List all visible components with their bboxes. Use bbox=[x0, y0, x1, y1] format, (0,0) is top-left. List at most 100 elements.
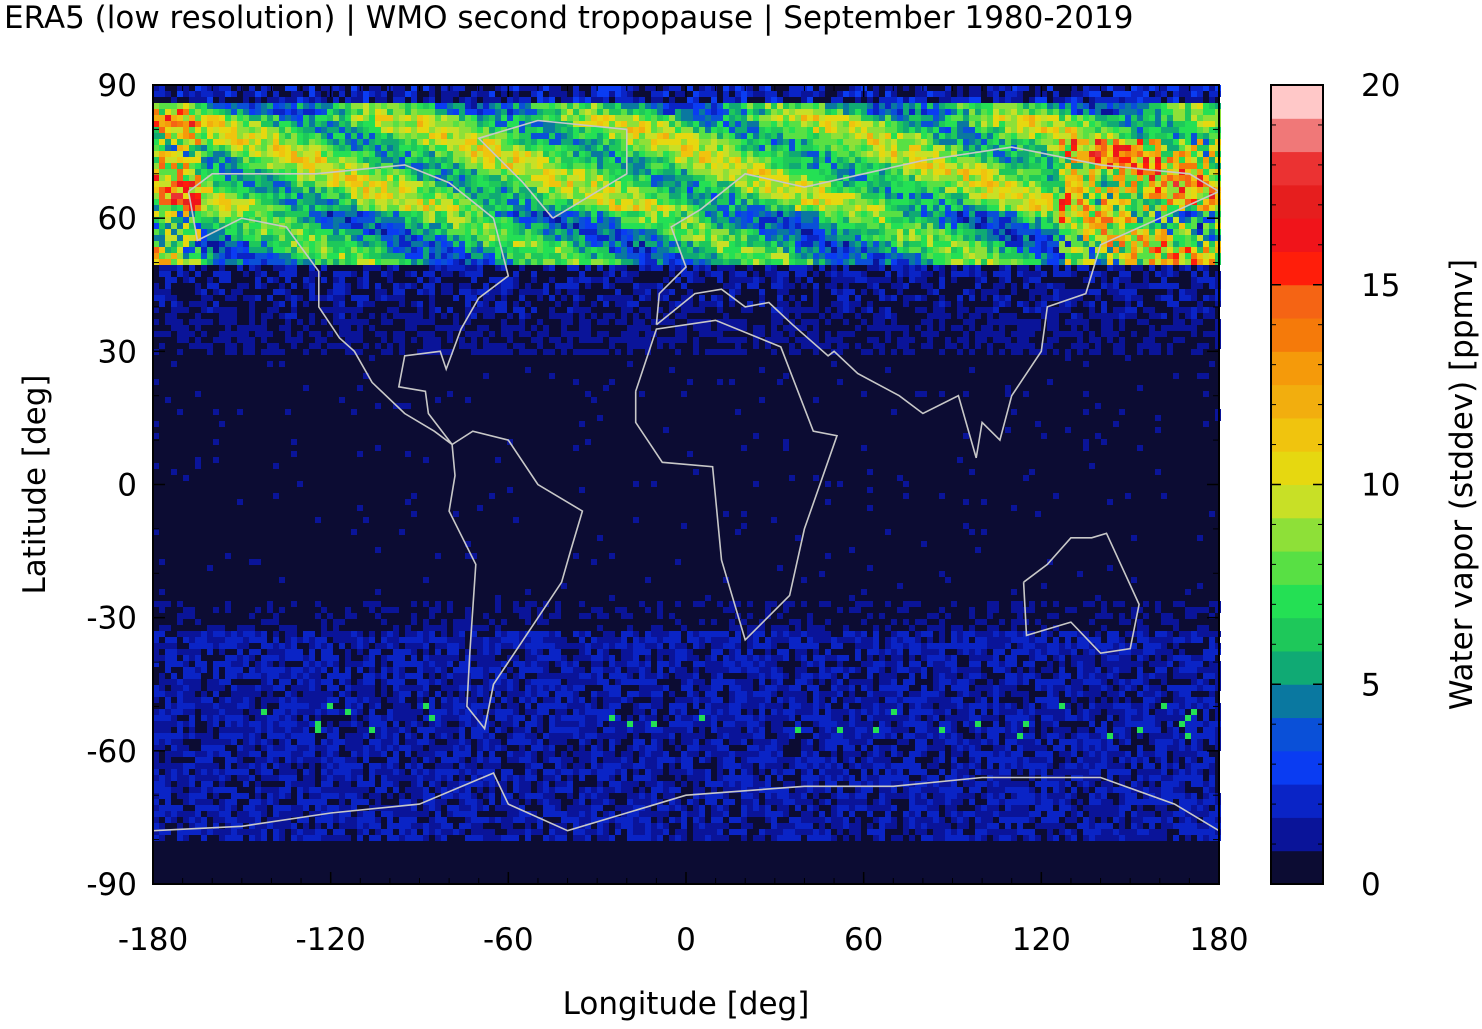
heatmap-cell bbox=[951, 247, 957, 253]
heatmap-cell bbox=[201, 109, 207, 115]
heatmap-cell bbox=[465, 157, 471, 163]
heatmap-cell bbox=[177, 109, 183, 115]
heatmap-cell bbox=[645, 229, 651, 235]
heatmap-cell bbox=[741, 217, 747, 223]
heatmap-cell bbox=[861, 157, 867, 163]
heatmap-cell bbox=[789, 103, 795, 109]
heatmap-cell bbox=[837, 103, 843, 109]
heatmap-cell bbox=[519, 241, 525, 247]
heatmap-cell bbox=[1191, 211, 1197, 217]
heatmap-cell bbox=[321, 235, 327, 241]
heatmap-cell bbox=[375, 217, 381, 223]
heatmap-cell bbox=[279, 97, 285, 103]
heatmap-cell bbox=[771, 103, 777, 109]
heatmap-cell bbox=[255, 229, 261, 235]
heatmap-cell bbox=[651, 103, 657, 109]
heatmap-cell bbox=[1071, 253, 1077, 259]
heatmap-cell bbox=[1113, 169, 1119, 175]
heatmap-cell bbox=[1209, 103, 1215, 109]
heatmap-cell bbox=[165, 205, 171, 211]
heatmap-cell bbox=[957, 103, 963, 109]
heatmap-cell bbox=[543, 121, 549, 127]
heatmap-cell bbox=[1041, 187, 1047, 193]
heatmap-cell bbox=[711, 121, 717, 127]
heatmap-cell bbox=[873, 121, 879, 127]
heatmap-cell bbox=[585, 163, 591, 169]
heatmap-cell bbox=[597, 103, 603, 109]
heatmap-cell bbox=[369, 103, 375, 109]
heatmap-cell bbox=[1089, 247, 1095, 253]
heatmap-cell bbox=[177, 91, 183, 97]
heatmap-cell bbox=[213, 139, 219, 145]
heatmap-cell bbox=[195, 127, 201, 133]
heatmap-cell bbox=[255, 223, 261, 229]
heatmap-cell bbox=[357, 121, 363, 127]
heatmap-cell bbox=[255, 97, 261, 103]
heatmap-cell bbox=[339, 133, 345, 139]
heatmap-cell bbox=[291, 187, 297, 193]
heatmap-cell bbox=[1077, 217, 1083, 223]
heatmap-cell bbox=[333, 235, 339, 241]
heatmap-cell bbox=[159, 205, 165, 211]
heatmap-cell bbox=[735, 175, 741, 181]
heatmap-cell bbox=[663, 169, 669, 175]
heatmap-cell bbox=[747, 247, 753, 253]
heatmap-cell bbox=[1077, 229, 1083, 235]
heatmap-cell bbox=[1059, 253, 1065, 259]
heatmap-cell bbox=[231, 139, 237, 145]
heatmap-cell bbox=[867, 121, 873, 127]
heatmap-cell bbox=[867, 229, 873, 235]
heatmap-cell bbox=[591, 217, 597, 223]
heatmap-cell bbox=[189, 235, 195, 241]
heatmap-cell bbox=[909, 139, 915, 145]
heatmap-cell bbox=[1107, 175, 1113, 181]
heatmap-cell bbox=[249, 145, 255, 151]
heatmap-cell bbox=[1017, 133, 1023, 139]
heatmap-cell bbox=[651, 211, 657, 217]
heatmap-cell bbox=[297, 157, 303, 163]
heatmap-cell bbox=[465, 217, 471, 223]
heatmap-cell bbox=[1185, 193, 1191, 199]
heatmap-cell bbox=[1137, 91, 1143, 97]
heatmap-cell bbox=[657, 91, 663, 97]
heatmap-cell bbox=[789, 199, 795, 205]
heatmap-cell bbox=[219, 157, 225, 163]
heatmap-cell bbox=[909, 133, 915, 139]
heatmap-cell bbox=[483, 127, 489, 133]
heatmap-cell bbox=[741, 175, 747, 181]
heatmap-cell bbox=[969, 151, 975, 157]
heatmap-cell bbox=[1143, 133, 1149, 139]
heatmap-cell bbox=[573, 205, 579, 211]
heatmap-cell bbox=[339, 199, 345, 205]
heatmap-cell bbox=[585, 181, 591, 187]
heatmap-cell bbox=[1149, 241, 1155, 247]
heatmap-cell bbox=[951, 145, 957, 151]
heatmap-cell bbox=[807, 217, 813, 223]
heatmap-cell bbox=[1005, 217, 1011, 223]
heatmap-cell bbox=[363, 139, 369, 145]
heatmap-cell bbox=[321, 187, 327, 193]
heatmap-cell bbox=[849, 145, 855, 151]
heatmap-cell bbox=[159, 223, 165, 229]
heatmap-cell bbox=[549, 211, 555, 217]
heatmap-cell bbox=[639, 187, 645, 193]
heatmap-cell bbox=[969, 193, 975, 199]
heatmap-cell bbox=[627, 85, 633, 91]
heatmap-cell bbox=[345, 223, 351, 229]
heatmap-cell bbox=[339, 253, 345, 259]
heatmap-cell bbox=[927, 145, 933, 151]
heatmap-cell bbox=[1197, 103, 1203, 109]
heatmap-cell bbox=[375, 109, 381, 115]
heatmap-cell bbox=[345, 109, 351, 115]
heatmap-cell bbox=[921, 151, 927, 157]
heatmap-cell bbox=[1149, 103, 1155, 109]
heatmap-cell bbox=[771, 217, 777, 223]
heatmap-cell bbox=[633, 139, 639, 145]
heatmap-cell bbox=[699, 193, 705, 199]
heatmap-cell bbox=[543, 133, 549, 139]
heatmap-cell bbox=[891, 127, 897, 133]
heatmap-cell bbox=[765, 103, 771, 109]
heatmap-cell bbox=[489, 199, 495, 205]
heatmap-cell bbox=[321, 253, 327, 259]
heatmap-cell bbox=[693, 223, 699, 229]
